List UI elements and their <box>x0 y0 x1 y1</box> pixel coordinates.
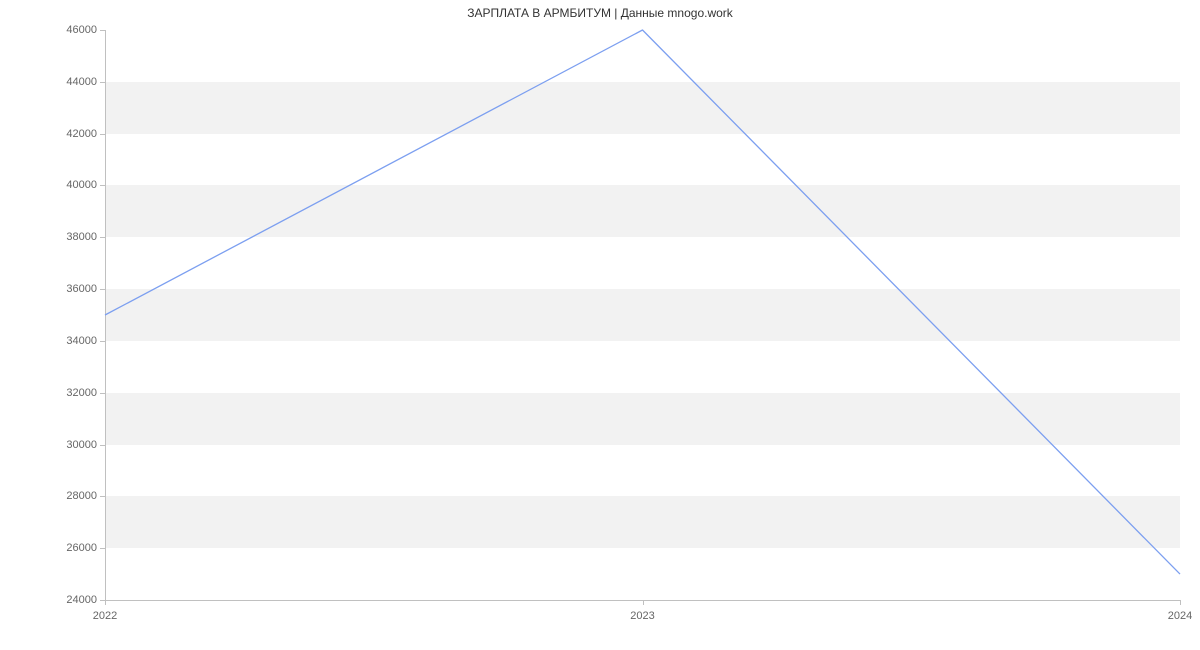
series-layer <box>105 30 1180 600</box>
chart-container: ЗАРПЛАТА В АРМБИТУМ | Данные mnogo.work … <box>0 0 1200 650</box>
y-tick-label: 38000 <box>66 231 97 243</box>
chart-title: ЗАРПЛАТА В АРМБИТУМ | Данные mnogo.work <box>0 6 1200 20</box>
x-tick <box>643 600 644 605</box>
y-tick-label: 32000 <box>66 387 97 399</box>
x-tick-label: 2024 <box>1168 610 1192 622</box>
y-tick-label: 46000 <box>66 24 97 36</box>
y-tick-label: 40000 <box>66 179 97 191</box>
x-tick-label: 2022 <box>93 610 117 622</box>
y-tick-label: 36000 <box>66 283 97 295</box>
y-tick-label: 34000 <box>66 335 97 347</box>
x-tick-label: 2023 <box>630 610 654 622</box>
y-tick-label: 26000 <box>66 542 97 554</box>
x-tick <box>1180 600 1181 605</box>
y-tick-label: 44000 <box>66 76 97 88</box>
plot-area: 2400026000280003000032000340003600038000… <box>105 30 1180 600</box>
y-tick-label: 28000 <box>66 490 97 502</box>
series-line-salary <box>105 30 1180 574</box>
x-tick <box>105 600 106 605</box>
y-tick-label: 30000 <box>66 439 97 451</box>
y-tick-label: 24000 <box>66 594 97 606</box>
y-tick-label: 42000 <box>66 128 97 140</box>
